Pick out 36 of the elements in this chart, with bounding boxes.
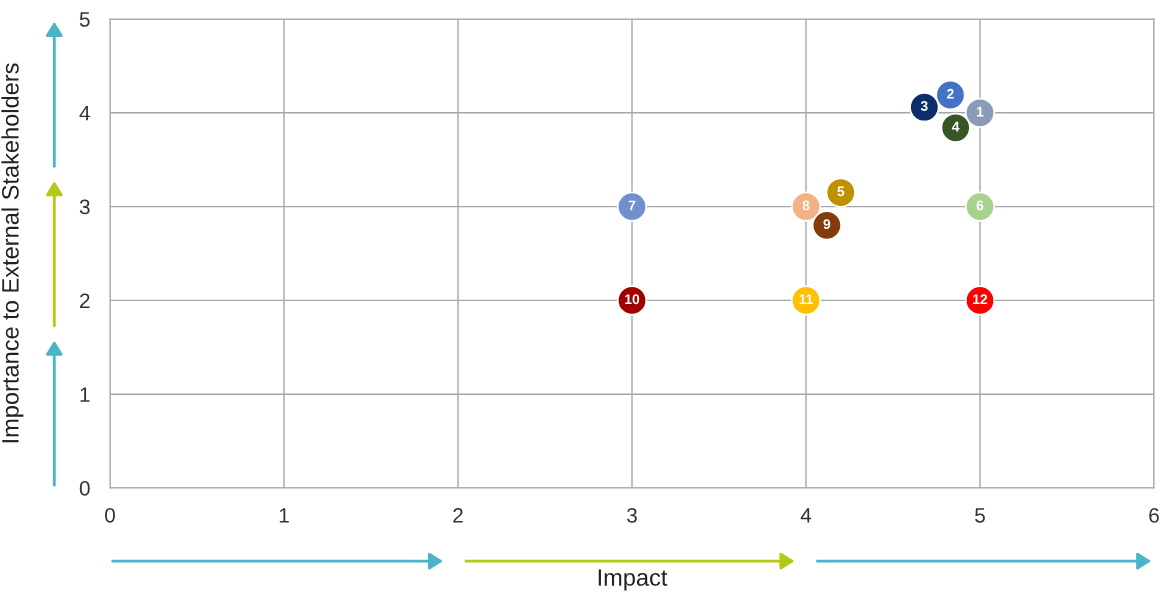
- x-tick-label: 5: [975, 508, 985, 523]
- point: [935, 79, 966, 111]
- point: [964, 191, 996, 222]
- point: [811, 210, 842, 241]
- series-label: 6: [976, 200, 984, 211]
- series-label: 3: [920, 101, 928, 111]
- x-tick-label: 2: [453, 507, 463, 523]
- y-tick-label: 3: [79, 199, 90, 215]
- series-label: 12: [973, 294, 988, 304]
- y-tick-label: 5: [79, 12, 90, 27]
- series-label: 10: [625, 294, 640, 305]
- series-label: 4: [951, 121, 960, 132]
- point: [616, 191, 648, 222]
- x-axis-title: Impact: [598, 569, 668, 591]
- point: [964, 97, 996, 128]
- y-tick-label: 1: [80, 387, 90, 402]
- series-label: 9: [823, 219, 831, 230]
- point: [909, 92, 940, 123]
- series-label: 2: [947, 88, 954, 99]
- x-tick-label: 0: [105, 507, 115, 523]
- point: [825, 177, 856, 208]
- x-tick-label: 1: [279, 508, 289, 523]
- y-tick-label: 2: [80, 293, 90, 308]
- x-tick-label: 6: [1149, 507, 1159, 523]
- y-tick-label: 0: [79, 481, 90, 496]
- y-tick-label: 4: [79, 106, 90, 121]
- y-axis-title: Importance to External Stakeholders: [1, 63, 24, 443]
- point: [790, 191, 822, 222]
- series-label: 11: [799, 294, 813, 304]
- point: [940, 112, 971, 143]
- series-label: 1: [977, 106, 984, 117]
- series-label: 7: [628, 200, 636, 211]
- series-label: 5: [837, 186, 845, 197]
- x-tick-label: 3: [627, 507, 637, 523]
- x-tick-label: 4: [800, 508, 812, 523]
- series-label: 8: [802, 200, 810, 211]
